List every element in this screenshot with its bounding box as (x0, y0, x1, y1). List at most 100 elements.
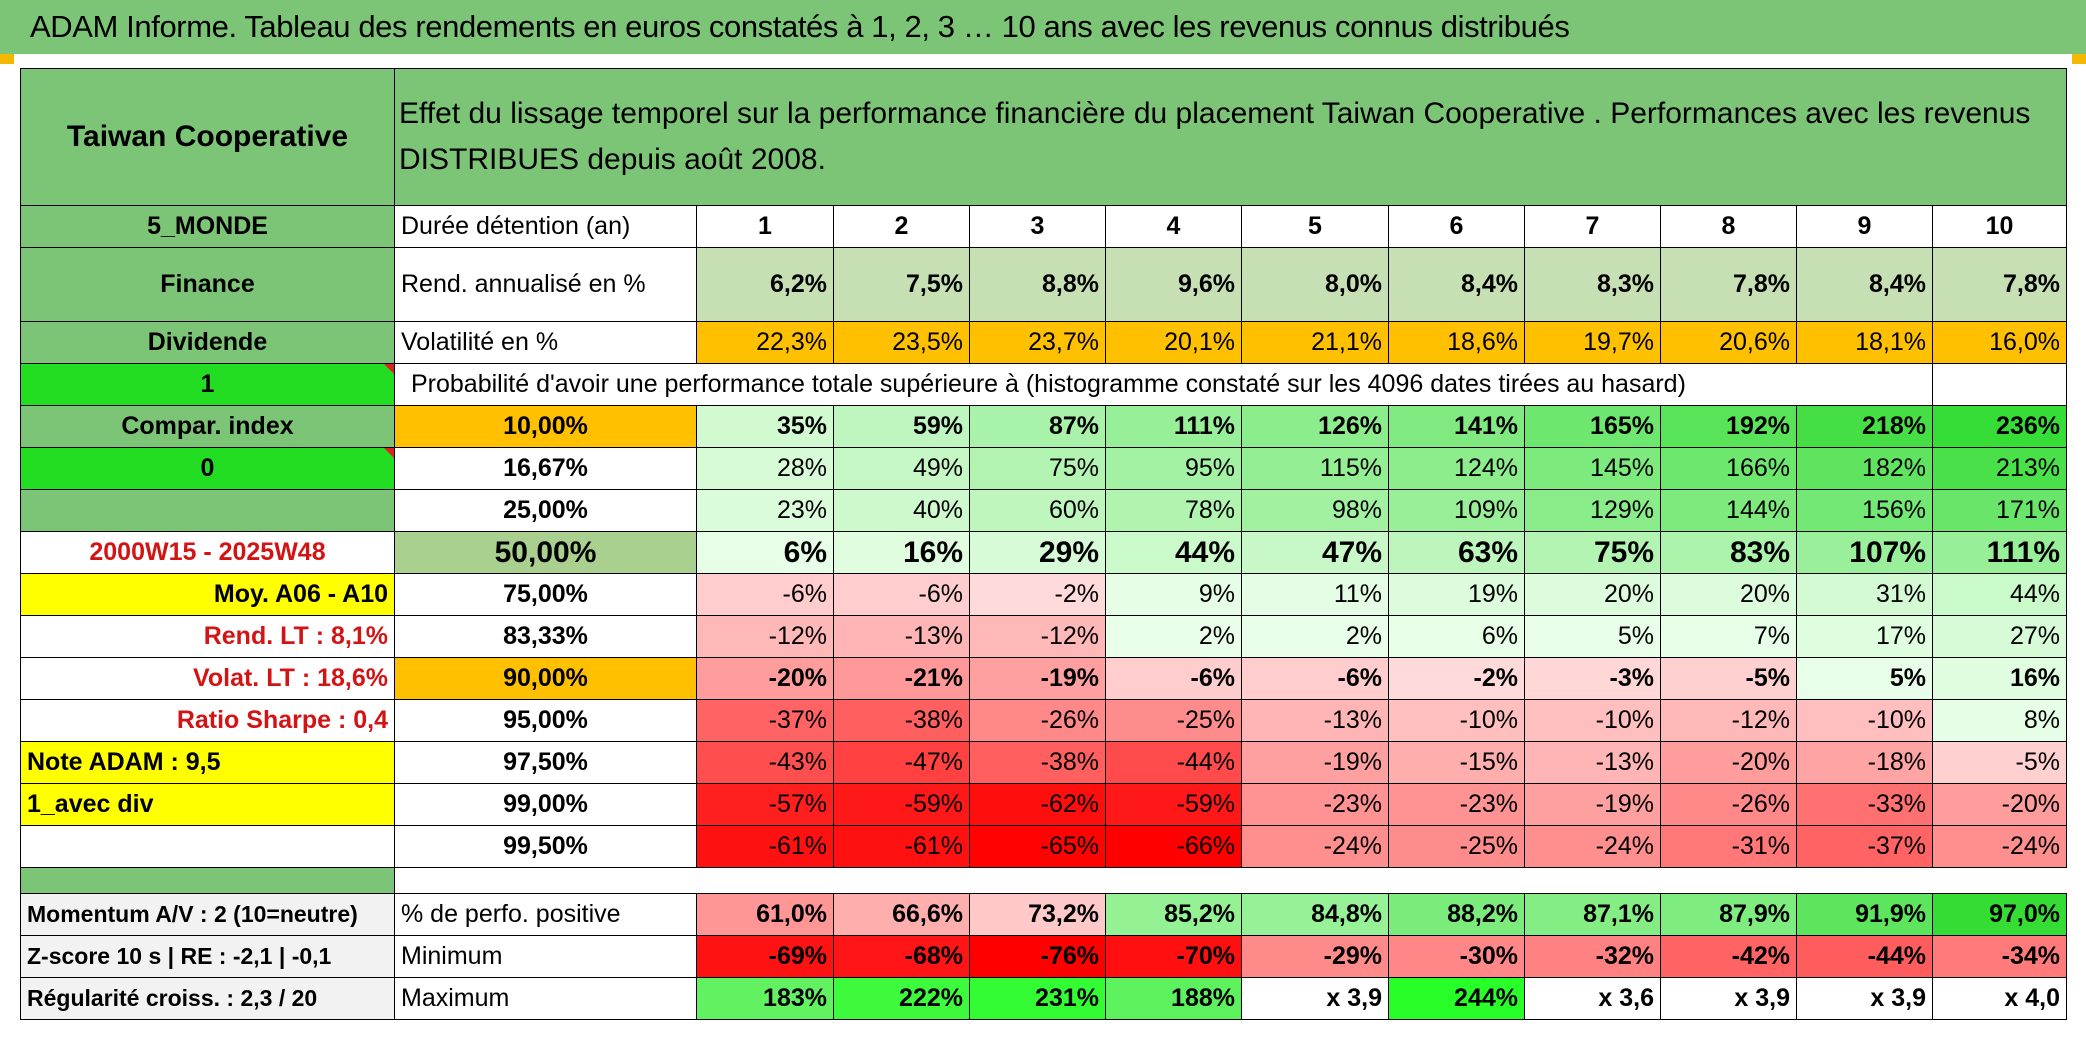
minimum-value: -68% (833, 935, 970, 978)
quantile-value: -13% (1241, 699, 1389, 742)
rend-lt-cell: Rend. LT : 8,1% (20, 615, 395, 658)
quantile-value: -3% (1524, 657, 1661, 700)
value-zero-cell[interactable]: 0 (20, 447, 395, 490)
spacer-cell (20, 867, 395, 894)
rend-value: 7,5% (833, 247, 970, 322)
rend-label: Rend. annualisé en % (394, 247, 697, 322)
maximum-label: Maximum (394, 977, 697, 1020)
quantile-value: -20% (696, 657, 834, 700)
empty-cell (1932, 363, 2067, 406)
quantile-value: 111% (1105, 405, 1242, 448)
quantile-value: 78% (1105, 489, 1242, 532)
positive-value: 91,9% (1796, 893, 1933, 936)
quantile-value: 20% (1524, 573, 1661, 616)
quantile-label: 50,00% (394, 531, 697, 574)
year-header: 9 (1796, 205, 1933, 248)
positive-value: 84,8% (1241, 893, 1389, 936)
quantile-value: -6% (1241, 657, 1389, 700)
quantile-value: 2% (1105, 615, 1242, 658)
rend-value: 8,8% (969, 247, 1106, 322)
rend-value: 8,4% (1796, 247, 1933, 322)
quantile-value: 5% (1524, 615, 1661, 658)
quantile-value: -31% (1660, 825, 1797, 868)
quantile-value: 8% (1932, 699, 2067, 742)
quantile-label: 25,00% (394, 489, 697, 532)
year-header: 3 (969, 205, 1106, 248)
rend-value: 7,8% (1932, 247, 2067, 322)
quantile-value: -57% (696, 783, 834, 826)
quantile-value: -10% (1796, 699, 1933, 742)
sector-cell: Finance (20, 247, 395, 322)
quantile-value: 20% (1660, 573, 1797, 616)
quantile-value: 141% (1388, 405, 1525, 448)
quantile-value: -5% (1660, 657, 1797, 700)
quantile-label: 16,67% (394, 447, 697, 490)
vol-label: Volatilité en % (394, 321, 697, 364)
quantile-value: 29% (969, 531, 1106, 574)
rend-value: 8,3% (1524, 247, 1661, 322)
maximum-value: x 3,6 (1524, 977, 1661, 1020)
minimum-value: -42% (1660, 935, 1797, 978)
minimum-value: -32% (1524, 935, 1661, 978)
vol-value: 18,6% (1388, 321, 1525, 364)
vol-value: 20,6% (1660, 321, 1797, 364)
quantile-value: -26% (1660, 783, 1797, 826)
vol-value: 18,1% (1796, 321, 1933, 364)
avec-div-cell: 1_avec div (20, 783, 395, 826)
vol-value: 16,0% (1932, 321, 2067, 364)
quantile-value: -24% (1241, 825, 1389, 868)
minimum-label: Minimum (394, 935, 697, 978)
quantile-value: -18% (1796, 741, 1933, 784)
rend-value: 9,6% (1105, 247, 1242, 322)
minimum-value: -44% (1796, 935, 1933, 978)
quantile-label: 10,00% (394, 405, 697, 448)
quantile-value: 213% (1932, 447, 2067, 490)
quantile-value: 7% (1660, 615, 1797, 658)
quantile-value: -20% (1660, 741, 1797, 784)
quantile-value: -19% (969, 657, 1106, 700)
quantile-value: -37% (696, 699, 834, 742)
quantile-value: 165% (1524, 405, 1661, 448)
minimum-value: -69% (696, 935, 834, 978)
maximum-value: x 3,9 (1796, 977, 1933, 1020)
quantile-value: 44% (1105, 531, 1242, 574)
quantile-value: 236% (1932, 405, 2067, 448)
quantile-value: -24% (1932, 825, 2067, 868)
minimum-value: -29% (1241, 935, 1389, 978)
quantile-value: -6% (833, 573, 970, 616)
quantile-value: -20% (1932, 783, 2067, 826)
positive-value: 66,6% (833, 893, 970, 936)
compar-index-cell: Compar. index (20, 405, 395, 448)
quantile-value: 171% (1932, 489, 2067, 532)
quantile-value: -43% (696, 741, 834, 784)
quantile-value: -13% (833, 615, 970, 658)
quantile-value: -25% (1105, 699, 1242, 742)
quantile-label: 95,00% (394, 699, 697, 742)
period-cell: 2000W15 - 2025W48 (20, 531, 395, 574)
quantile-value: -19% (1524, 783, 1661, 826)
sharpe-cell: Ratio Sharpe : 0,4 (20, 699, 395, 742)
maximum-value: 231% (969, 977, 1106, 1020)
quantile-value: -47% (833, 741, 970, 784)
year-header: 8 (1660, 205, 1797, 248)
quantile-value: -65% (969, 825, 1106, 868)
quantile-value: 49% (833, 447, 970, 490)
quantile-value: 75% (1524, 531, 1661, 574)
fund-name-cell: Taiwan Cooperative (20, 68, 395, 206)
quantile-value: -33% (1796, 783, 1933, 826)
regularite-cell: Régularité croiss. : 2,3 / 20 (20, 977, 395, 1020)
quantile-value: -19% (1241, 741, 1389, 784)
spacer-cell (395, 868, 2067, 894)
quantile-value: 109% (1388, 489, 1525, 532)
positive-value: 88,2% (1388, 893, 1525, 936)
quantile-label: 90,00% (394, 657, 697, 700)
quantile-value: 192% (1660, 405, 1797, 448)
maximum-value: 222% (833, 977, 970, 1020)
quantile-value: 87% (969, 405, 1106, 448)
value-one-cell[interactable]: 1 (20, 363, 395, 406)
quantile-value: 35% (696, 405, 834, 448)
quantile-label: 99,50% (394, 825, 697, 868)
positive-value: 97,0% (1932, 893, 2067, 936)
quantile-value: 27% (1932, 615, 2067, 658)
year-header: 7 (1524, 205, 1661, 248)
